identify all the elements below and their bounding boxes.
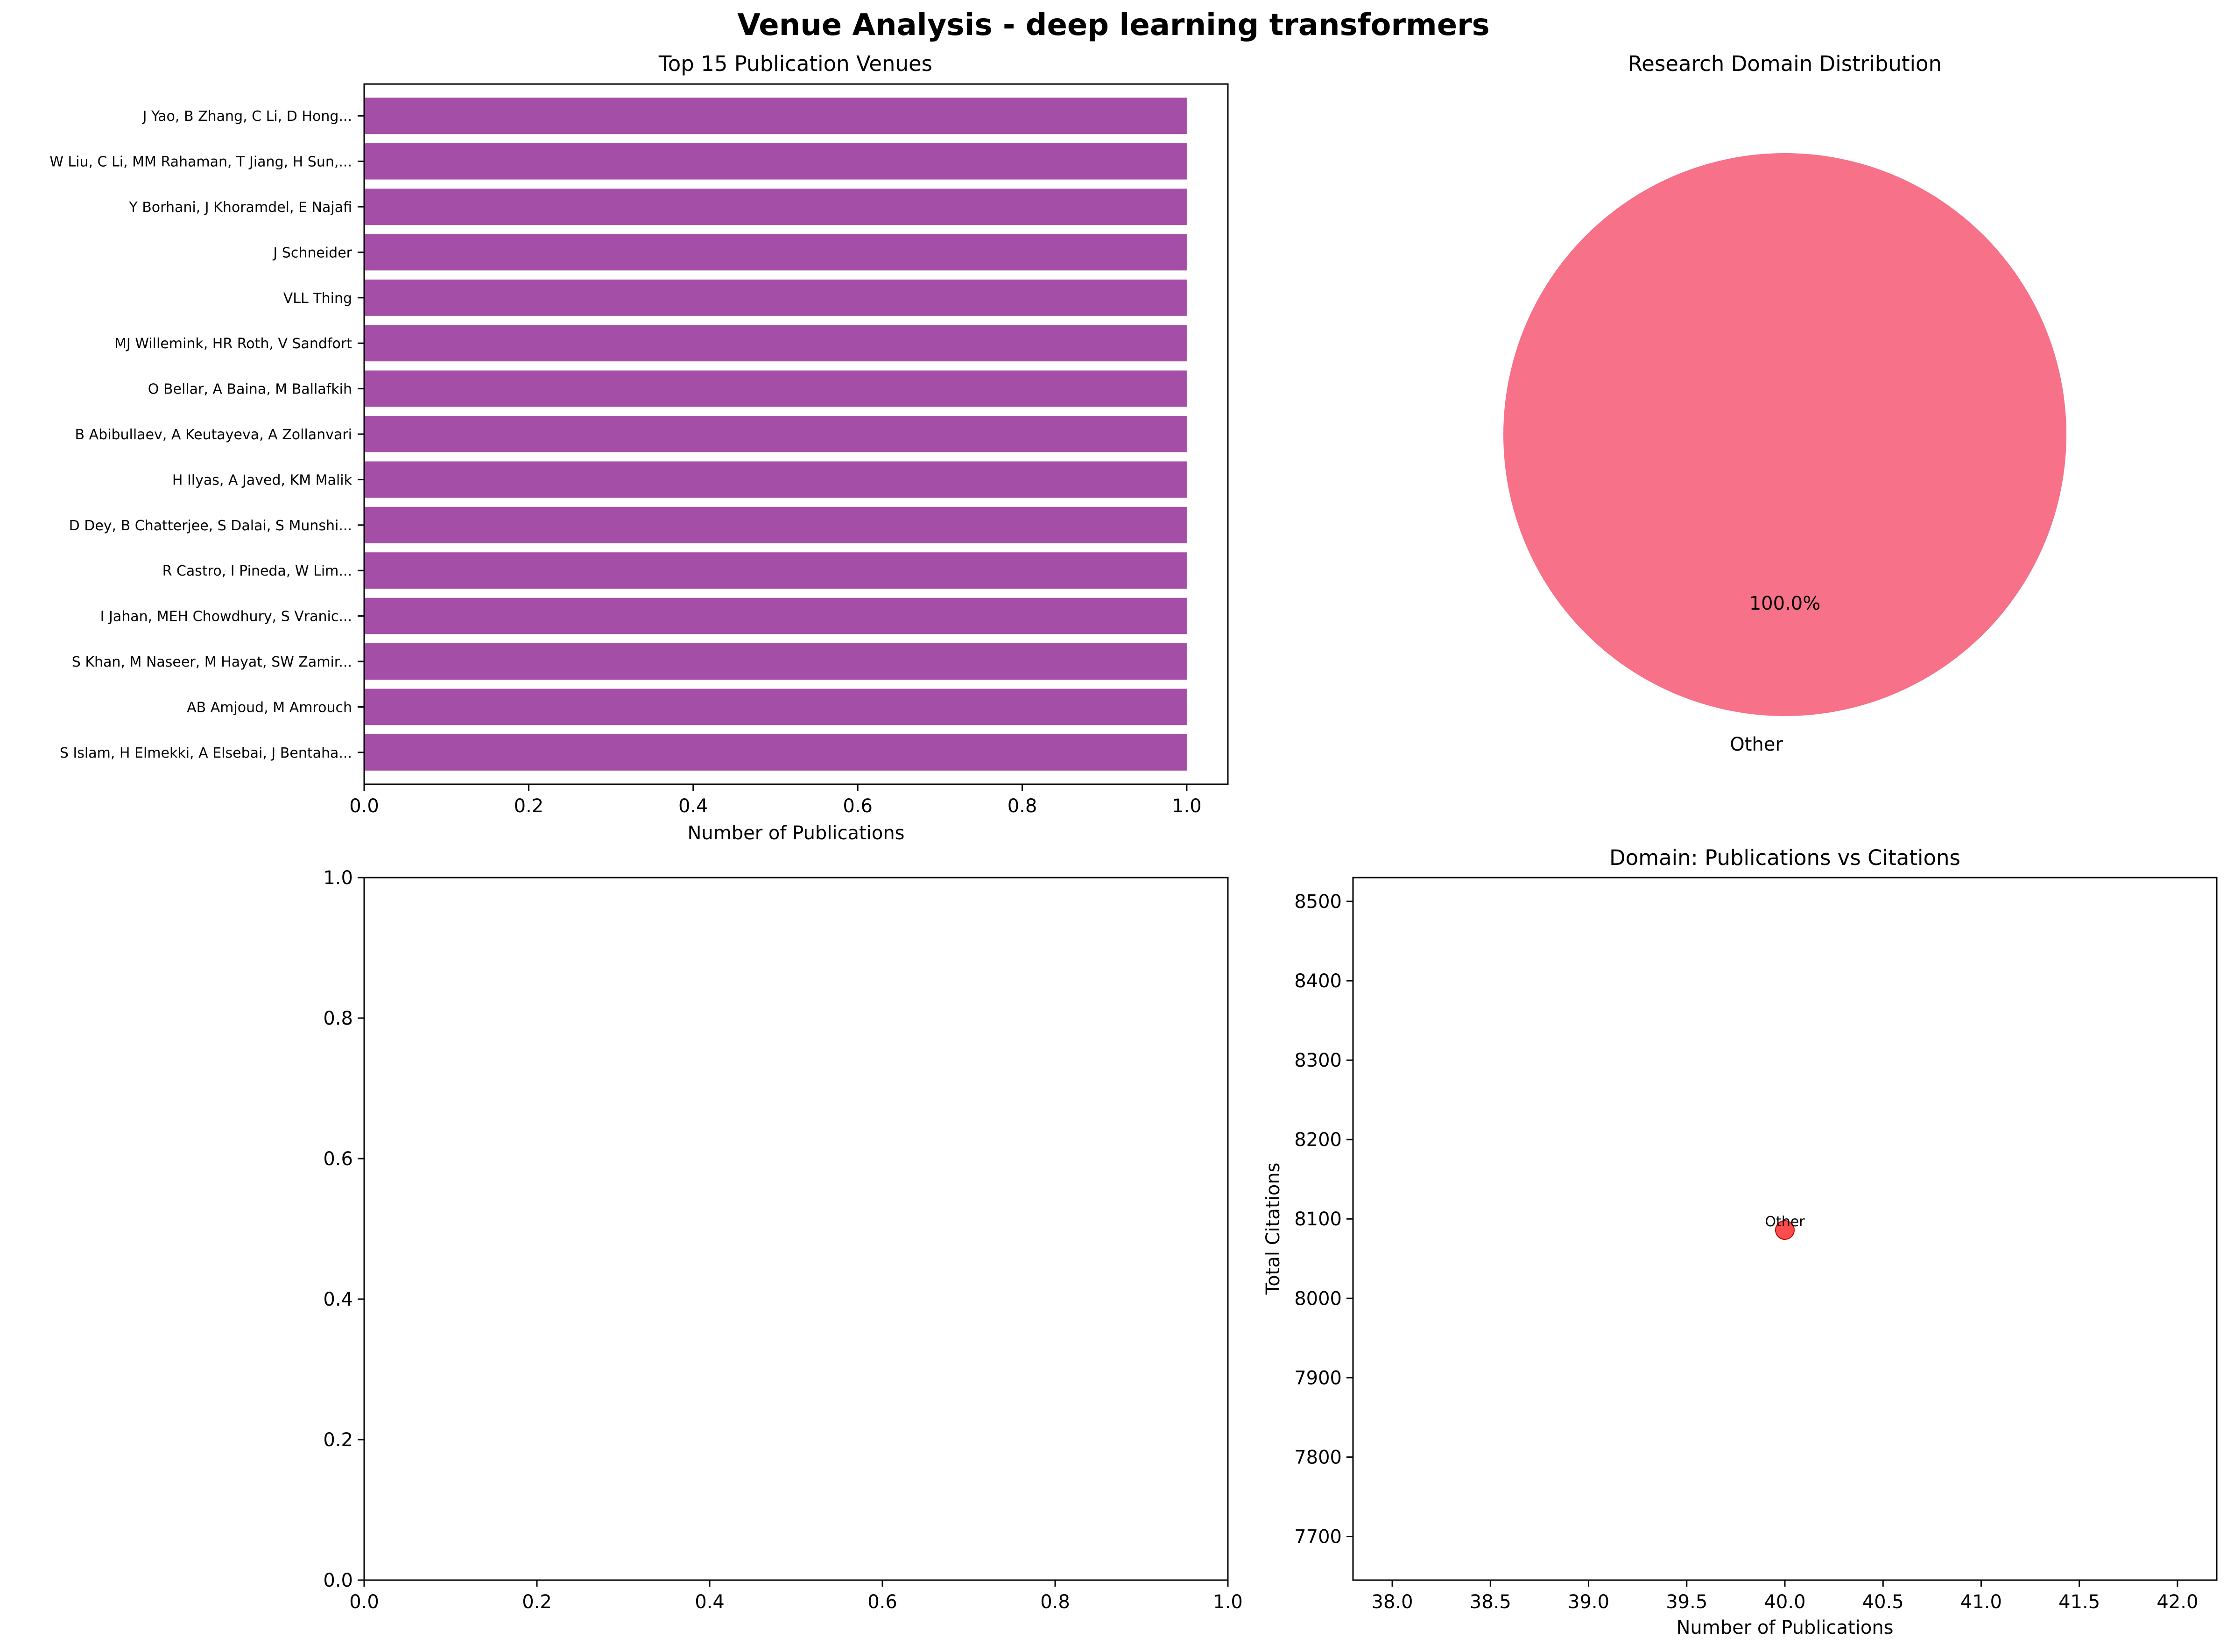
- empty-ytick-label: 1.0: [323, 867, 353, 889]
- scatter-chart-title: Domain: Publications vs Citations: [1609, 845, 1960, 870]
- venue-ytick-label: O Bellar, A Baina, M Ballafkih: [148, 381, 352, 398]
- venue-ytick-label: VLL Thing: [283, 290, 352, 307]
- empty-xtick-label: 1.0: [1213, 1591, 1243, 1613]
- scatter-point: [1775, 1220, 1795, 1240]
- venues-bar-chart: Top 15 Publication Venues 0.0 0.2 0.4 0.6 0.…: [49, 51, 1229, 844]
- venue-ytick-label: Y Borhani, J Khoramdel, E Najafi: [128, 199, 352, 216]
- scatter-xtick-label: 39.0: [1568, 1591, 1609, 1613]
- scatter-ytick-label: 8000: [1294, 1288, 1342, 1309]
- venue-bar: [364, 689, 1187, 725]
- venue-ytick-label: H Ilyas, A Javed, KM Malik: [172, 472, 352, 488]
- empty-plot-frame: [363, 877, 1229, 1581]
- venue-ytick-label: S Islam, H Elmekki, A Elsebai, J Bentaha…: [60, 745, 352, 761]
- scatter-xtick-label: 41.5: [2058, 1591, 2100, 1613]
- scatter-ytick-label: 8200: [1294, 1129, 1342, 1151]
- scatter-point-label: Other: [1765, 1214, 1805, 1230]
- scatter-ytick-label: 8100: [1294, 1209, 1342, 1230]
- scatter-ytick-label: 7900: [1294, 1367, 1342, 1389]
- venue-bar: [364, 234, 1187, 271]
- venue-ytick-label: J Yao, B Zhang, C Li, D Hong...: [142, 108, 352, 125]
- venue-ytick-label: MJ Willemink, HR Roth, V Sandfort: [114, 336, 352, 352]
- empty-axes: 0.0 0.2 0.4 0.6 0.8 1.0 0.0 0.2 0.4 0.6 0.8 1.0: [323, 867, 1242, 1613]
- domain-pie-chart: Research Domain Distribution 100.0% Other: [1503, 51, 2066, 755]
- venue-xtick-label: 1.0: [1172, 795, 1202, 817]
- scatter-xtick-label: 39.5: [1666, 1591, 1707, 1613]
- venue-bar: [364, 325, 1187, 362]
- empty-xtick-label: 0.2: [522, 1591, 552, 1613]
- venue-bar: [364, 552, 1187, 589]
- venue-ytick-label: I Jahan, MEH Chowdhury, S Vranic...: [100, 609, 352, 625]
- empty-ytick-label: 0.2: [323, 1429, 353, 1451]
- empty-xtick-label: 0.6: [867, 1591, 897, 1613]
- venue-xtick-label: 0.4: [678, 795, 708, 817]
- venue-ytick-label: S Khan, M Naseer, M Hayat, SW Zamir...: [72, 654, 352, 670]
- venue-ytick-label: B Abibullaev, A Keutayeva, A Zollanvari: [75, 427, 352, 443]
- empty-xtick-label: 0.8: [1040, 1591, 1070, 1613]
- empty-xtick-label: 0.4: [695, 1591, 725, 1613]
- venue-ytick-label: D Dey, B Chatterjee, S Dalai, S Munshi..…: [69, 518, 352, 534]
- venue-xtick-label: 0.0: [349, 795, 379, 817]
- empty-ytick-label: 0.8: [323, 1008, 353, 1029]
- venue-xtick-label: 0.8: [1008, 795, 1037, 817]
- scatter-ytick-label: 8500: [1294, 891, 1342, 913]
- pie-autopct-label: 100.0%: [1749, 593, 1821, 614]
- scatter-ytick-label: 7800: [1294, 1447, 1342, 1468]
- domain-scatter-chart: Domain: Publications vs Citations Other …: [1262, 845, 2218, 1638]
- pie-slice-other: [1503, 153, 2066, 716]
- venue-ytick-label: J Schneider: [272, 245, 352, 261]
- venue-bar: [364, 598, 1187, 634]
- venue-bar: [364, 416, 1187, 452]
- scatter-xtick-label: 42.0: [2157, 1591, 2198, 1613]
- scatter-xtick-label: 38.0: [1372, 1591, 1413, 1613]
- scatter-xtick-label: 41.0: [1960, 1591, 2002, 1613]
- empty-ytick-label: 0.0: [323, 1570, 353, 1591]
- venue-xtick-label: 0.6: [843, 795, 873, 817]
- figure-suptitle: Venue Analysis - deep learning transform…: [737, 8, 1490, 42]
- venue-ytick-label: AB Amjoud, M Amrouch: [187, 699, 352, 716]
- empty-xtick-label: 0.0: [349, 1591, 379, 1613]
- venue-bar: [364, 734, 1187, 771]
- venue-bar: [364, 461, 1187, 498]
- scatter-ytick-label: 8300: [1294, 1050, 1342, 1071]
- venue-bar: [364, 506, 1187, 543]
- venue-bar: [364, 98, 1187, 134]
- scatter-y-axis-label: Total Citations: [1262, 1163, 1284, 1295]
- scatter-ytick-label: 7700: [1294, 1526, 1342, 1547]
- scatter-x-axis-label: Number of Publications: [1676, 1617, 1893, 1638]
- scatter-ytick-label: 8400: [1294, 970, 1342, 992]
- scatter-xtick-label: 38.5: [1470, 1591, 1511, 1613]
- pie-chart-title: Research Domain Distribution: [1628, 51, 1942, 76]
- venues-chart-title: Top 15 Publication Venues: [658, 51, 932, 76]
- venue-bar: [364, 143, 1187, 180]
- venue-xtick-label: 0.2: [514, 795, 544, 817]
- empty-ytick-label: 0.6: [323, 1148, 353, 1170]
- scatter-xtick-label: 40.0: [1764, 1591, 1805, 1613]
- venue-bar: [364, 279, 1187, 316]
- venue-ytick-label: W Liu, C Li, MM Rahaman, T Jiang, H Sun,…: [49, 154, 352, 170]
- pie-slice-label: Other: [1730, 734, 1783, 755]
- venue-ytick-label: R Castro, I Pineda, W Lim...: [162, 563, 352, 579]
- venue-bar: [364, 189, 1187, 225]
- venues-x-axis-label: Number of Publications: [687, 822, 904, 844]
- empty-ytick-label: 0.4: [323, 1289, 353, 1310]
- scatter-xtick-label: 40.5: [1862, 1591, 1904, 1613]
- venue-bar: [364, 370, 1187, 407]
- venue-bar: [364, 643, 1187, 680]
